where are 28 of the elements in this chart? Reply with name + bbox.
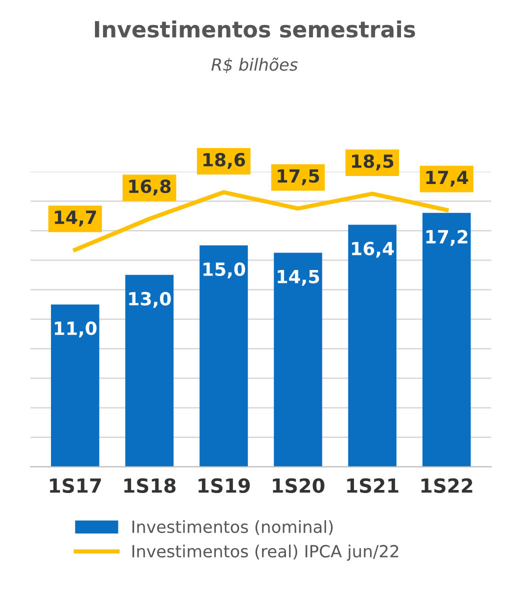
data-label: 17,5: [278, 169, 320, 186]
chart-subtitle: R$ bilhões: [211, 58, 298, 74]
data-label: 11,0: [54, 321, 97, 338]
data-label: 16,8: [129, 179, 171, 196]
data-label: 18,5: [352, 154, 394, 170]
data-label: 15,0: [203, 262, 246, 278]
data-label: 13,0: [129, 292, 171, 308]
bar: [348, 224, 396, 467]
bar: [50, 304, 100, 467]
x-tick-label: 1S17: [50, 478, 101, 493]
x-tick-label: 1S18: [124, 478, 176, 493]
x-tick-label: 1S20: [272, 478, 324, 493]
data-label: 17,4: [426, 170, 468, 187]
chart-title: Investimentos semestrais: [94, 20, 416, 38]
legend-label: Investimentos (real) IPCA jun/22: [132, 544, 398, 561]
bar: [422, 212, 471, 467]
legend-label: Investimentos (nominal): [132, 520, 333, 536]
data-label: 14,7: [54, 210, 96, 226]
bar: [274, 252, 322, 467]
bar: [200, 245, 248, 467]
x-tick-label: 1S21: [347, 478, 398, 493]
x-tick-label: 1S19: [198, 478, 250, 493]
data-label: 16,4: [352, 242, 394, 258]
x-tick-label: 1S22: [422, 478, 472, 493]
bar: [125, 274, 174, 467]
data-label: 18,6: [203, 152, 246, 169]
data-label: 17,2: [426, 230, 468, 246]
data-label: 14,5: [278, 270, 320, 286]
